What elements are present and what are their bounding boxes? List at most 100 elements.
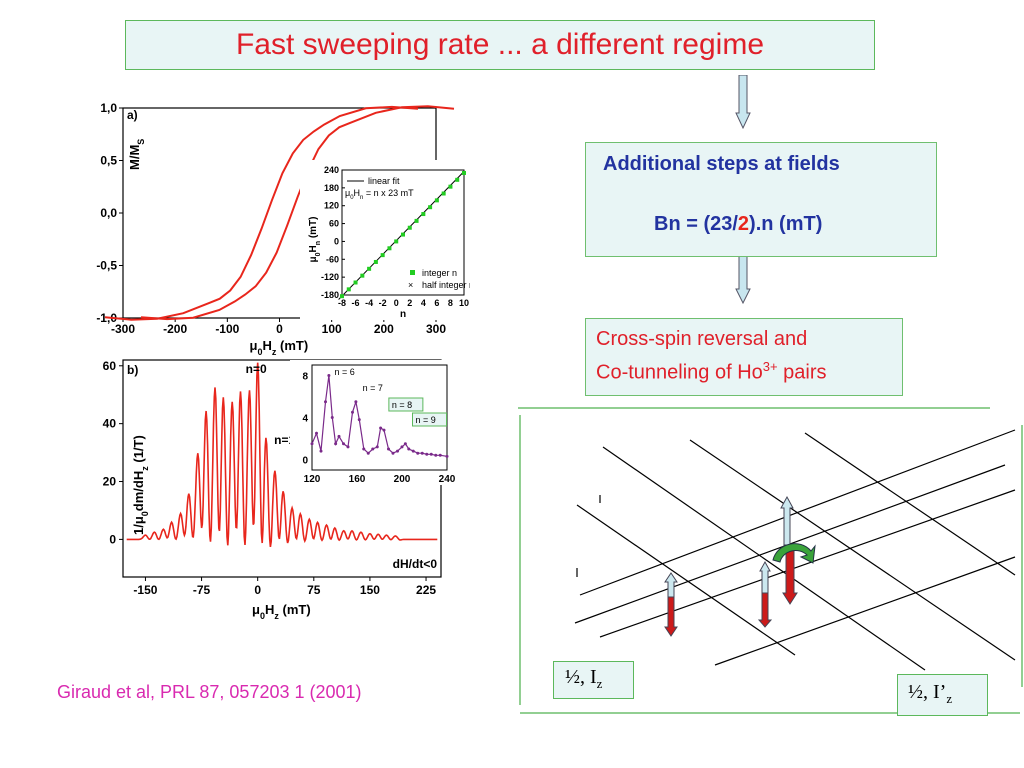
x-axis-label: μ0Hz (mT) [252, 602, 311, 620]
y-tick-label: 1,0 [100, 101, 117, 115]
legend-integer: integer n [422, 268, 457, 278]
spin-label-right-text: ½, I’ [908, 681, 947, 703]
y-tick-label: 0,0 [100, 206, 117, 220]
integer-point [428, 205, 433, 210]
legend-fit: linear fit [368, 176, 400, 186]
ion-charge: 3+ [762, 359, 778, 374]
inset-background [300, 160, 470, 320]
inset-y-tick-label: 8 [302, 372, 308, 383]
citation: Giraud et al, PRL 87, 057203 1 (2001) [57, 682, 362, 702]
x-tick-label: 75 [307, 583, 321, 597]
integer-point [367, 266, 372, 271]
cross-spin-line2-prefix: Co-tunneling of Ho [596, 361, 763, 384]
inset-x-tick-label: -6 [352, 298, 360, 308]
integer-point [462, 170, 466, 175]
inset-peaks-point [334, 442, 338, 446]
down-arrow-icon [735, 255, 751, 305]
slide-title-box: Fast sweeping rate ... a different regim… [125, 20, 875, 70]
inset-y-tick-label: 180 [324, 183, 339, 193]
x-tick-label: 0 [276, 322, 283, 336]
integer-point [340, 294, 344, 299]
inset-peaks-point [324, 400, 327, 404]
legend-half: half integer n [422, 280, 470, 290]
integer-point [353, 280, 358, 285]
legend-half-marker: × [408, 280, 413, 290]
steps-info-box: Additional steps at fields Bn = (23/2).n… [585, 142, 937, 257]
inset-peaks-point [354, 400, 358, 404]
spin-arrows [664, 495, 816, 637]
x-tick-label: 300 [426, 322, 446, 336]
down-arrow-icon [735, 75, 751, 130]
inset-x-tick-label: -2 [379, 298, 387, 308]
cross-spin-line2: Co-tunneling of Ho3+ pairs [596, 353, 902, 387]
legend-integer-marker [410, 270, 415, 275]
integer-point [434, 198, 439, 203]
cross-spin-line1: Cross-spin reversal and [596, 328, 808, 350]
inset-peaks-point [319, 449, 323, 453]
annotation-n0: n=0 [246, 362, 267, 376]
chart-hysteresis: -300 -200 -100 0 100 200 3001,00,50,0-0,5-1,0a… [96, 101, 455, 357]
inset-x-tick-label: 240 [439, 474, 456, 485]
inset-peaks-point [371, 447, 375, 451]
inset-frame [341, 169, 465, 296]
formula-highlight: 2 [737, 213, 750, 235]
spin-label-right-sub: z [946, 691, 953, 706]
inset-peaks-point [357, 418, 361, 422]
panel-label: b) [127, 363, 138, 377]
integer-point [401, 232, 405, 237]
inset-x-tick-label: 4 [421, 298, 426, 308]
spin-label-right: ½, I’z [897, 674, 988, 716]
inset-peaks-point [366, 451, 370, 455]
panel-label: a) [127, 108, 138, 122]
inset-y-tick-label: 240 [324, 165, 339, 175]
inset-peaks-point [396, 449, 399, 453]
formula-suffix: ).n (mT) [749, 213, 823, 235]
cross-spin-box: Cross-spin reversal and Co-tunneling of … [585, 318, 903, 396]
x-tick-label: -100 [215, 322, 239, 336]
inset-x-axis-label: n [400, 309, 406, 320]
steps-heading: Additional steps at fields [603, 153, 840, 175]
inset-peaks-point [330, 416, 334, 419]
x-tick-label: 100 [322, 322, 342, 336]
integer-point [373, 259, 378, 264]
inset-annotation-n9: n = 9 [416, 415, 436, 425]
inset-peaks-point [310, 442, 314, 446]
x-tick-label: -200 [163, 322, 187, 336]
inset-peaks-point [327, 374, 331, 377]
inset-peaks-point [342, 442, 345, 446]
inset-y-axis-label: μ0Hn (mT) [308, 217, 322, 263]
hysteresis-branch-down [104, 105, 419, 321]
inset-peaks-point [416, 451, 420, 455]
inset-peaks-point [351, 410, 354, 414]
x-axis-label: μ0Hz (mT) [250, 338, 309, 357]
inset-peaks-point [445, 454, 449, 458]
inset-x-tick-label: -8 [338, 298, 346, 308]
inset-peaks-point [379, 426, 383, 430]
inset-y-tick-label: 120 [324, 201, 339, 211]
y-tick-label: 20 [103, 475, 117, 489]
inset-x-tick-label: -4 [365, 298, 373, 308]
integer-point [346, 287, 351, 292]
inset-peaks-point [403, 442, 407, 446]
formula-prefix: Bn = (23/ [654, 213, 738, 235]
inset-peaks-point [411, 449, 415, 453]
annotation-sweep: dH/dt<0 [393, 557, 438, 571]
spin-label-left: ½, Iz [553, 661, 634, 699]
inset-x-tick-label: 10 [459, 298, 469, 308]
inset-peaks-point [438, 453, 442, 457]
inset-peaks-point [407, 447, 411, 451]
x-tick-label: -150 [133, 583, 157, 597]
inset-peaks-point [375, 445, 379, 449]
inset-y-tick-label: -60 [326, 254, 339, 264]
inset-y-tick-label: -120 [321, 272, 339, 282]
inset-annotation-n6: n = 6 [335, 367, 355, 377]
integer-point [360, 273, 365, 278]
integer-point [394, 239, 399, 244]
integer-point [387, 246, 392, 251]
x-tick-label: 150 [360, 583, 380, 597]
y-tick-label: -0,5 [96, 259, 117, 273]
inset-y-tick-label: 0 [334, 236, 339, 246]
inset-peaks-point [391, 451, 395, 455]
y-tick-label: 40 [103, 417, 117, 431]
